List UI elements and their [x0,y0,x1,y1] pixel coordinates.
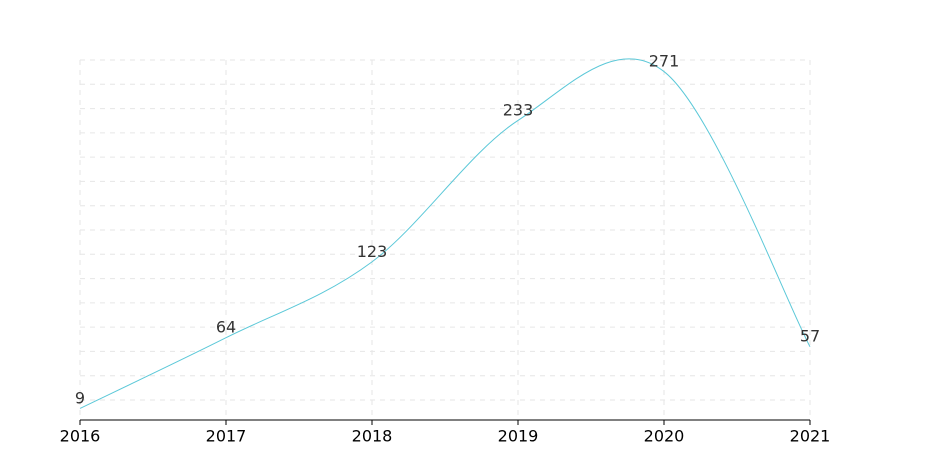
data-label: 9 [75,388,85,407]
series-layer [79,58,811,409]
grid-layer [79,59,811,420]
data-label-layer: 9 64 123 233 271 57 [75,52,820,408]
x-tick-label: 2019 [498,427,539,446]
x-axis: 2016 2017 2018 2019 2020 2021 [60,419,831,446]
x-tick-label: 2018 [352,427,393,446]
x-tick-label: 2021 [790,427,831,446]
data-label: 233 [503,100,534,119]
x-tick-label: 2017 [206,427,247,446]
data-label: 64 [216,318,236,337]
data-label: 57 [800,327,820,346]
data-label: 271 [649,52,680,71]
x-tick-label: 2016 [60,427,101,446]
x-tick-label: 2020 [644,427,685,446]
series-line [79,58,811,409]
data-label: 123 [357,242,388,261]
